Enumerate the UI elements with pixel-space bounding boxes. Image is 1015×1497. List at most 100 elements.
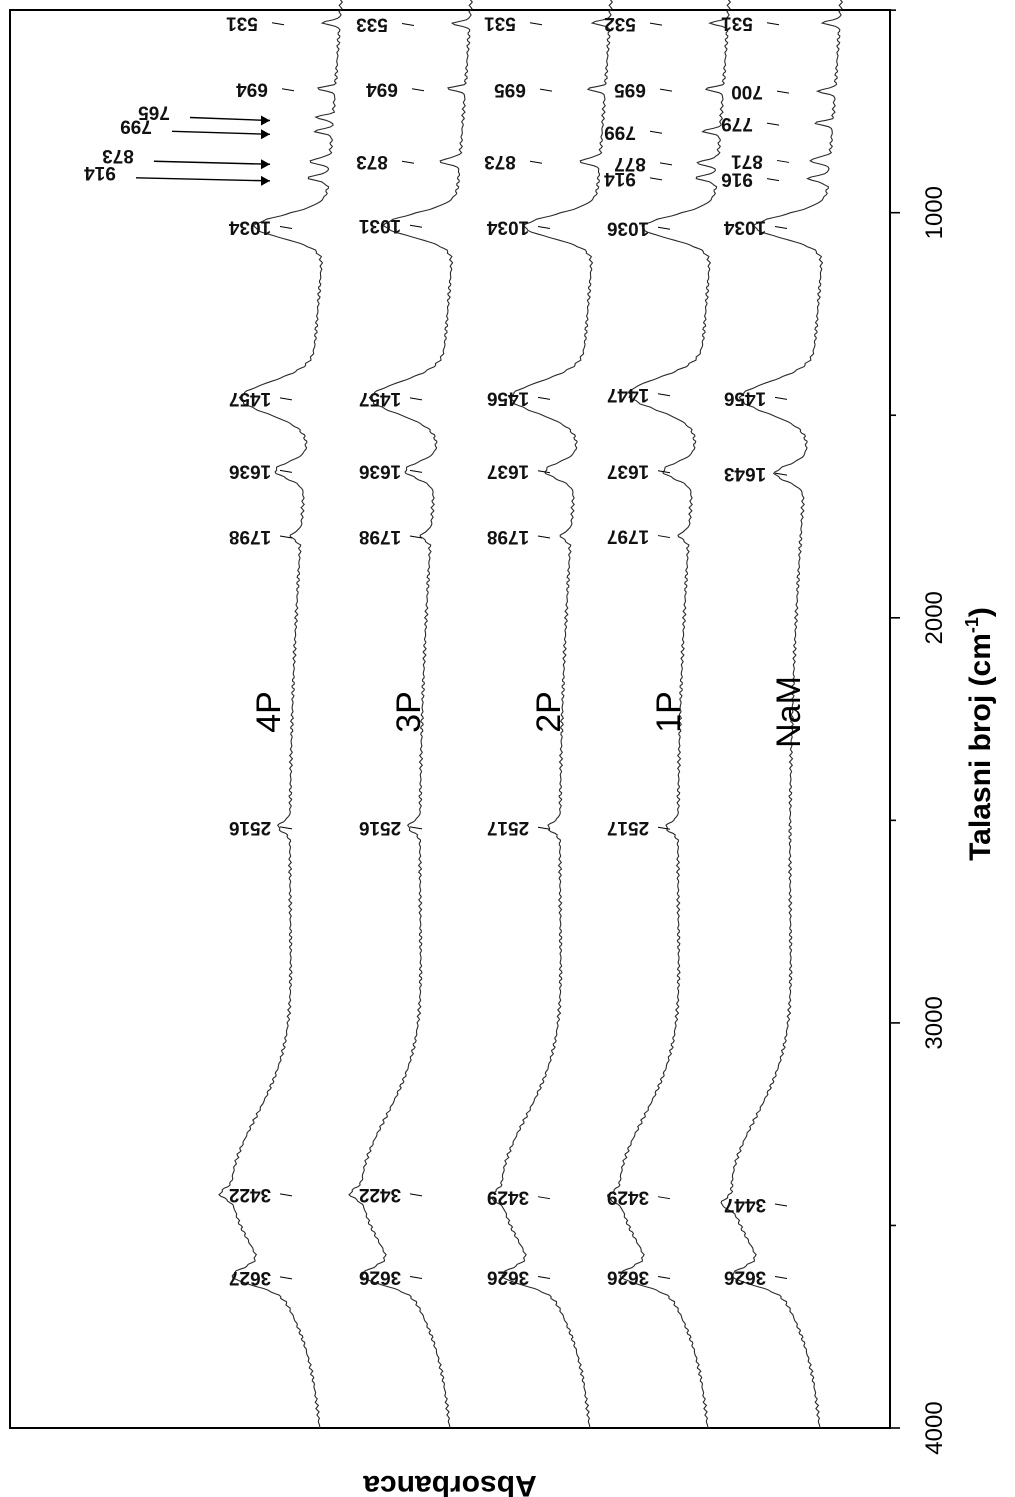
peak-label-nam-1034: 1034 <box>723 216 766 237</box>
peak-tick <box>529 22 543 26</box>
peak-tick <box>539 88 553 92</box>
peak-label-2p-2517: 2517 <box>487 817 529 838</box>
peak-label-nam-531: 531 <box>721 13 753 34</box>
peak-label-4p-1034: 1034 <box>228 216 271 237</box>
peak-tick <box>537 225 551 229</box>
peak-tick <box>776 90 790 94</box>
peak-tick <box>659 162 673 166</box>
peak-label-1p-3429: 3429 <box>607 1187 649 1208</box>
peak-label-2p-873: 873 <box>484 151 516 172</box>
peak-label-1p-695: 695 <box>614 79 646 100</box>
peak-tick <box>649 130 663 134</box>
peak-label-1p-914: 914 <box>604 168 636 189</box>
x-tick-label-2000: 2000 <box>921 591 948 644</box>
peak-tick <box>649 177 663 181</box>
series-label-1p: 1P <box>650 691 688 733</box>
peak-tick <box>537 535 551 539</box>
peak-label-1p-3626: 3626 <box>607 1266 649 1287</box>
peak-tick <box>409 469 423 473</box>
peak-label-4p-1798: 1798 <box>229 526 271 547</box>
peak-tick <box>279 826 293 830</box>
peak-label-3p-1636: 1636 <box>359 460 401 481</box>
peak-tick <box>657 1275 671 1279</box>
peak-label-2p-3626: 3626 <box>487 1266 529 1287</box>
peak-label-3p-3422: 3422 <box>359 1184 401 1205</box>
peak-label-2p-695: 695 <box>494 79 526 100</box>
peak-tick <box>409 397 423 401</box>
peak-tick <box>279 535 293 539</box>
peak-tick <box>409 224 423 228</box>
peak-label-4p-1636: 1636 <box>229 460 271 481</box>
peak-tick <box>766 22 780 26</box>
peak-tick <box>281 88 295 92</box>
peak-tick <box>657 470 671 474</box>
peak-label-4p-873: 873 <box>102 145 134 166</box>
peak-label-2p-531: 531 <box>484 13 516 34</box>
peak-tick <box>529 160 543 164</box>
peak-tick <box>411 88 425 92</box>
peak-label-3p-1031: 1031 <box>358 215 401 236</box>
peak-tick <box>401 160 415 164</box>
peak-label-2p-1798: 1798 <box>487 526 529 547</box>
peak-arrow <box>135 177 271 182</box>
peak-label-4p-914: 914 <box>84 162 116 183</box>
spectrum-3p <box>348 0 474 1428</box>
spectrum-4p <box>218 0 344 1428</box>
peak-label-1p-1036: 1036 <box>607 217 649 238</box>
x-tick-label-4000: 4000 <box>921 1401 948 1454</box>
peak-tick <box>657 226 671 230</box>
peak-label-3p-3626: 3626 <box>359 1266 401 1287</box>
peak-label-4p-765: 765 <box>138 101 170 122</box>
peak-tick <box>659 88 673 92</box>
peak-label-3p-1798: 1798 <box>359 526 401 547</box>
peak-arrow-head <box>261 175 270 186</box>
peak-label-nam-916: 916 <box>721 169 753 190</box>
peak-label-3p-873: 873 <box>356 151 388 172</box>
spectrum-nam <box>720 0 844 1428</box>
peak-label-4p-694: 694 <box>236 79 268 100</box>
peak-tick <box>537 396 551 400</box>
peak-label-2p-1034: 1034 <box>486 216 529 237</box>
peak-tick <box>409 826 423 830</box>
peak-tick <box>657 826 671 830</box>
peak-tick <box>657 1196 671 1200</box>
peak-label-nam-3447: 3447 <box>724 1194 766 1215</box>
series-label-nam: NaM <box>770 676 808 748</box>
series-label-3p: 3P <box>390 691 428 733</box>
peak-arrow <box>189 116 271 122</box>
spectrum-1p <box>607 0 732 1428</box>
peak-tick <box>537 1196 551 1200</box>
peak-label-4p-3422: 3422 <box>229 1184 271 1205</box>
peak-label-1p-532: 532 <box>604 13 636 34</box>
peak-tick <box>401 23 415 27</box>
spectra-lines <box>218 0 844 1428</box>
peak-label-nam-1643: 1643 <box>724 463 766 484</box>
peak-tick <box>766 122 780 126</box>
peak-tick <box>537 470 551 474</box>
x-axis: 1000 2000 3000 4000 <box>890 9 948 1455</box>
spectrum-2p <box>489 0 614 1428</box>
peak-label-nam-1456: 1456 <box>724 387 766 408</box>
peak-label-2p-1637: 1637 <box>487 461 529 482</box>
y-axis-title: Absorbanca <box>363 1469 537 1497</box>
peak-label-4p-799: 799 <box>120 115 152 136</box>
peak-tick <box>409 1193 423 1197</box>
peak-tick <box>279 469 293 473</box>
peak-label-nam-700: 700 <box>731 81 763 102</box>
peak-label-3p-2516: 2516 <box>359 817 401 838</box>
x-tick-label-1000: 1000 <box>921 186 948 239</box>
x-axis-title: Talasni broj (cm-1) <box>962 607 997 861</box>
peak-tick <box>774 1275 788 1279</box>
peak-label-4p-2516: 2516 <box>229 817 271 838</box>
peak-arrow-head <box>261 129 270 140</box>
peak-tick <box>279 225 293 229</box>
peak-label-nam-779: 779 <box>721 113 753 134</box>
peak-label-1p-2517: 2517 <box>607 817 649 838</box>
peak-label-1p-799: 799 <box>604 121 636 142</box>
peak-label-1p-1637: 1637 <box>607 461 649 482</box>
peak-label-3p-533: 533 <box>356 14 388 35</box>
peak-tick <box>649 22 663 26</box>
